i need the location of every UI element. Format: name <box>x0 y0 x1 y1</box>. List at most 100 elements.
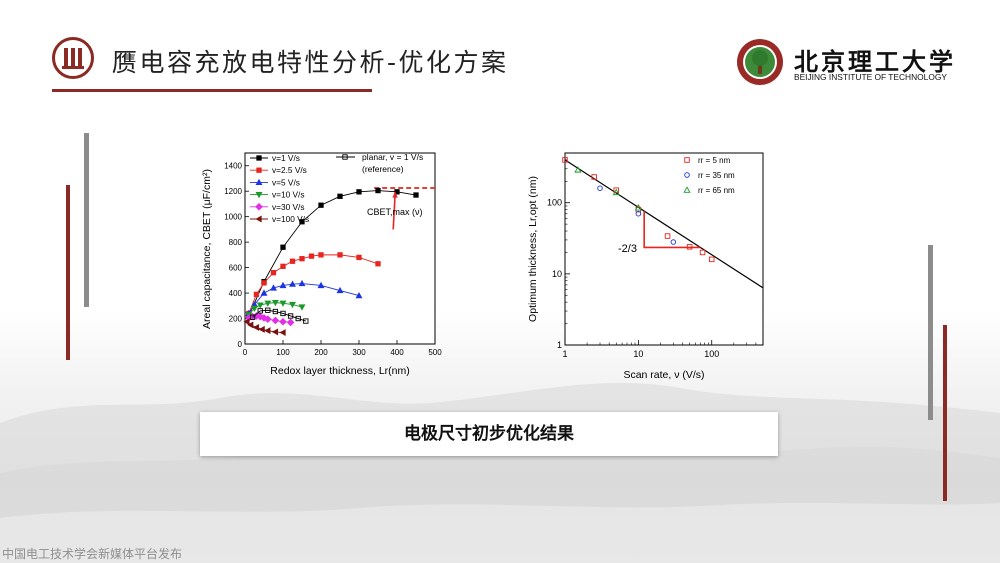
chart1-ytick-label: 0 <box>238 340 243 349</box>
chart1-data-point <box>394 189 400 195</box>
chart1-data-point <box>295 315 301 322</box>
chart1-data-point <box>279 281 287 289</box>
chart1-xtick-label: 500 <box>428 348 442 357</box>
chart1-data-point <box>272 308 279 315</box>
chart-areal-capacitance: 0 100 200 300 400 500 0 200 400 600 800 1000 1200 140… <box>201 152 442 377</box>
chart1-data-point <box>263 315 272 324</box>
chart1-data-point <box>261 280 267 286</box>
chart2-legend-marker <box>683 186 691 193</box>
chart1-data-point <box>375 187 381 194</box>
caption-text: 电极尺寸初步优化结果 <box>404 424 574 444</box>
chart1-legend-marker <box>255 178 263 186</box>
chart1-data-point <box>279 317 287 326</box>
chart2-legend-marker <box>684 157 690 163</box>
chart1-xtick-label: 0 <box>243 348 248 357</box>
chart1-data-point <box>264 300 272 307</box>
chart2-xtick-label: 100 <box>704 349 719 359</box>
chart1-ytick-label: 1000 <box>224 213 242 222</box>
decor-bar-left-red <box>66 185 70 360</box>
chart1-data-point <box>257 308 263 314</box>
chart1-legend-label: v=2.5 V/s <box>272 165 307 175</box>
title-underline <box>52 89 372 92</box>
chart2-legend-label: rr = 35 nm <box>698 171 735 180</box>
chart1-data-point <box>258 325 265 333</box>
chart1-series-line <box>248 283 360 314</box>
chart2-xtick-label: 10 <box>633 349 643 359</box>
chart2-data-point <box>635 210 642 217</box>
page-title: 赝电容充放电特性分析-优化方案 <box>112 48 509 77</box>
chart1-data-point <box>271 299 279 307</box>
decor-bar-left-gray <box>84 133 89 307</box>
chart1-data-point <box>337 193 343 199</box>
chart1-data-point <box>260 314 268 322</box>
chart1-data-point <box>264 327 271 335</box>
chart1-data-point <box>280 263 286 269</box>
chart1-data-point <box>287 313 294 319</box>
decor-bar-right-red <box>943 325 947 501</box>
chart1-series-line <box>252 309 306 322</box>
chart1-xtick-label: 300 <box>352 348 366 357</box>
chart1-data-point <box>271 328 279 336</box>
chart2-slope-label: -2/3 <box>618 243 637 255</box>
chart1-data-point <box>318 202 324 208</box>
chart1-xlabel: Redox layer thickness, Lr(nm) <box>270 365 409 377</box>
chart1-legend-marker <box>255 202 263 211</box>
university-name-en: BEIJING INSTITUTE OF TECHNOLOGY <box>794 72 947 82</box>
chart1-data-point <box>318 252 324 258</box>
chart1-data-point <box>375 261 381 267</box>
chart1-reference-sub: (reference) <box>362 164 404 174</box>
chart-optimum-thickness: 1 10 100 1 10 100 -2/3 rr = 5 nm rr = 35 nm rr … <box>527 152 764 381</box>
chart2-slope-triangle <box>643 211 701 249</box>
chart1-data-point <box>253 291 260 297</box>
chart1-data-point <box>413 192 419 198</box>
chart2-data-point <box>562 157 568 163</box>
chart1-legend-marker <box>256 155 262 161</box>
chart1-data-point <box>265 307 271 313</box>
university-name-cn: 北京理工大学 <box>794 47 956 76</box>
chart1-legend-label: v=100 V/s <box>272 214 309 224</box>
chart1-ytick-label: 600 <box>229 264 243 273</box>
caption-box: 电极尺寸初步优化结果 <box>200 412 778 456</box>
chart1-legend-label: v=5 V/s <box>272 177 300 187</box>
chart1-data-point <box>289 258 296 264</box>
chart2-ytick-label: 1 <box>557 340 562 350</box>
chart2-ytick-label: 10 <box>552 269 562 279</box>
section-icon <box>52 37 94 79</box>
chart1-data-point <box>355 291 363 299</box>
chart2-data-point <box>670 239 677 245</box>
chart1-reference-label: planar, v = 1 V/s <box>362 152 423 162</box>
watermark: 中国电工技术学会新媒体平台发布 <box>2 547 183 561</box>
chart1-data-point <box>308 253 315 259</box>
chart2-data-point <box>686 244 693 250</box>
chart1-ytick-label: 400 <box>229 289 243 298</box>
chart1-annotation-arrow <box>392 194 396 230</box>
chart1-data-point <box>336 286 344 294</box>
chart1-data-point <box>299 219 305 225</box>
chart1-data-point <box>286 318 295 327</box>
chart1-data-point <box>289 301 296 309</box>
university-seal-icon <box>737 39 783 85</box>
chart2-data-point <box>708 256 715 263</box>
chart1-data-point <box>356 189 362 195</box>
chart1-xtick-label: 100 <box>276 348 290 357</box>
chart1-ytick-label: 800 <box>229 238 243 247</box>
chart2-data-point <box>699 249 706 256</box>
chart1-data-point <box>298 279 306 287</box>
chart1-legend-label: v=30 V/s <box>272 202 305 212</box>
chart2-data-point <box>613 187 620 193</box>
chart1-data-point <box>280 310 286 317</box>
chart2-data-point <box>574 166 582 173</box>
chart2-data-point <box>597 185 603 191</box>
chart1-data-point <box>256 302 264 309</box>
chart2-legend-label: rr = 5 nm <box>698 156 731 165</box>
chart1-data-point <box>279 300 287 307</box>
chart2-ylabel: Optimum thickness, Lr,opt (nm) <box>527 176 539 322</box>
chart1-data-point <box>317 281 325 289</box>
chart1-data-point <box>356 254 362 261</box>
chart1-series-line <box>248 190 417 317</box>
chart1-ytick-label: 1400 <box>224 162 242 171</box>
chart1-data-point <box>298 304 306 311</box>
chart2-data-point <box>664 233 671 239</box>
chart1-data-point <box>303 318 309 324</box>
chart1-data-point <box>270 284 277 291</box>
